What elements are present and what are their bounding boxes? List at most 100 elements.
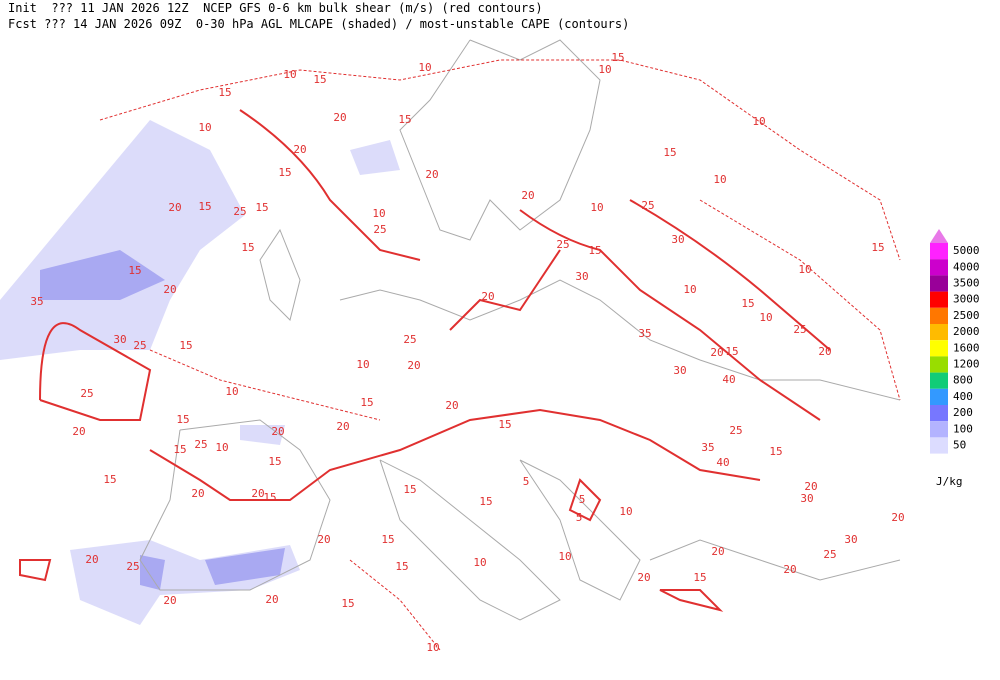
contour-label: 10 (198, 121, 211, 134)
contour-label: 15 (341, 597, 354, 610)
header-line-1: Init ??? 11 JAN 2026 12Z NCEP GFS 0-6 km… (8, 1, 543, 15)
contour-label: 15 (611, 51, 624, 64)
contour-label: 10 (598, 63, 611, 76)
contour-label: 25 (793, 323, 806, 336)
contour-label: 10 (752, 115, 765, 128)
legend-swatch (930, 388, 948, 405)
contour-label: 30 (575, 270, 588, 283)
contour-label: 10 (798, 263, 811, 276)
contour-label: 20 (163, 283, 176, 296)
contour-label: 20 (637, 571, 650, 584)
contour-label: 15 (198, 200, 211, 213)
contour-label: 10 (713, 173, 726, 186)
contour-label: 15 (173, 443, 186, 456)
contour-label: 15 (218, 86, 231, 99)
contour-label: 15 (769, 445, 782, 458)
legend-swatch (930, 275, 948, 292)
legend-swatch (930, 340, 948, 357)
contour-label: 15 (381, 533, 394, 546)
contour-label: 35 (638, 327, 651, 340)
legend-label: 4000 (953, 260, 980, 273)
legend-swatch (930, 259, 948, 276)
contour-label: 5 (579, 493, 586, 506)
legend-swatch (930, 437, 948, 454)
contour-label: 15 (395, 560, 408, 573)
contour-label: 15 (268, 455, 281, 468)
contour-label: 30 (673, 364, 686, 377)
legend-label: 800 (953, 374, 973, 387)
contour-label: 20 (336, 420, 349, 433)
contour-label: 15 (479, 495, 492, 508)
contour-label: 15 (403, 483, 416, 496)
contour-label: 15 (725, 345, 738, 358)
contour-label: 15 (360, 396, 373, 409)
contour-label: 10 (759, 311, 772, 324)
legend-label: 3500 (953, 277, 980, 290)
contour-label: 15 (179, 339, 192, 352)
legend-label: 1600 (953, 341, 980, 354)
legend-swatch (930, 243, 948, 260)
contour-label: 15 (398, 113, 411, 126)
legend-label: 2500 (953, 309, 980, 322)
contour-label: 40 (722, 373, 735, 386)
legend-label: 400 (953, 390, 973, 403)
shear-contours (19, 109, 831, 612)
contour-label: 15 (588, 244, 601, 257)
legend-label: 2000 (953, 325, 980, 338)
contour-label: 15 (313, 73, 326, 86)
contour-label: 30 (800, 492, 813, 505)
contour-label: 20 (710, 346, 723, 359)
contour-label: 10 (283, 68, 296, 81)
contour-label: 15 (871, 241, 884, 254)
contour-label: 20 (251, 487, 264, 500)
contour-label: 20 (265, 593, 278, 606)
contour-label: 20 (481, 290, 494, 303)
contour-label: 20 (317, 533, 330, 546)
contour-label: 10 (215, 441, 228, 454)
contour-label: 25 (556, 238, 569, 251)
contour-label: 10 (418, 61, 431, 74)
legend-label: 200 (953, 406, 973, 419)
contour-label: 20 (85, 553, 98, 566)
legend-label: 5000 (953, 244, 980, 257)
shear-contours-dashed (99, 59, 901, 651)
contour-label: 25 (403, 333, 416, 346)
contour-label: 15 (693, 571, 706, 584)
contour-label: 30 (113, 333, 126, 346)
legend-swatch (930, 307, 948, 324)
contour-label: 20 (891, 511, 904, 524)
contour-label: 20 (521, 189, 534, 202)
contour-label: 15 (263, 491, 276, 504)
contour-label: 15 (103, 473, 116, 486)
legend-label: 100 (953, 422, 973, 435)
contour-label: 25 (729, 424, 742, 437)
contour-label: 20 (168, 201, 181, 214)
contour-label: 15 (663, 146, 676, 159)
contour-label: 15 (128, 264, 141, 277)
contour-label: 15 (241, 241, 254, 254)
legend-swatch (930, 291, 948, 308)
contour-label: 20 (804, 480, 817, 493)
contour-label: 15 (176, 413, 189, 426)
contour-label: 15 (741, 297, 754, 310)
legend-swatch (930, 356, 948, 373)
contour-label: 20 (818, 345, 831, 358)
contour-label: 20 (333, 111, 346, 124)
cape-shading (0, 120, 400, 625)
contour-label: 20 (271, 425, 284, 438)
legend-swatch (930, 405, 948, 422)
contour-label: 20 (425, 168, 438, 181)
legend-unit: J/kg (936, 475, 963, 488)
contour-label: 5 (576, 511, 583, 524)
contour-label: 25 (126, 560, 139, 573)
coastlines (139, 39, 901, 621)
legend: 5000 4000 3500 3000 2500 2000 1600 1200 800 400 20… (930, 229, 980, 454)
contour-label: 10 (558, 550, 571, 563)
contour-label: 20 (293, 143, 306, 156)
contour-label: 35 (30, 295, 43, 308)
contour-label: 35 (701, 441, 714, 454)
legend-label: 3000 (953, 293, 980, 306)
header-line-2: Fcst ??? 14 JAN 2026 09Z 0-30 hPa AGL ML… (8, 17, 629, 31)
cape-shading-dark (40, 250, 285, 590)
contour-label: 20 (407, 359, 420, 372)
